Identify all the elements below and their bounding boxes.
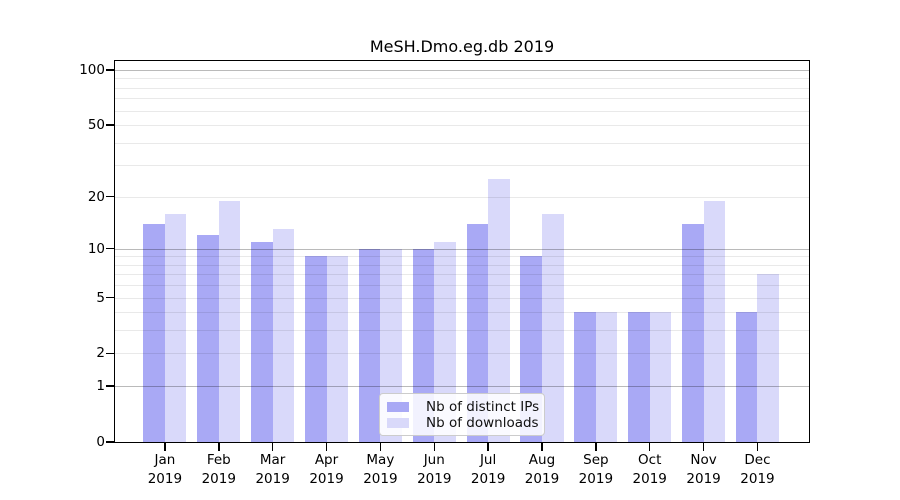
bar-ips-nov bbox=[682, 223, 704, 443]
gridline-minor bbox=[114, 78, 810, 80]
y-tick-mark bbox=[106, 296, 114, 299]
x-tick-mark bbox=[702, 443, 705, 451]
y-tick-mark bbox=[106, 352, 114, 355]
gridline-minor bbox=[114, 312, 810, 314]
x-tick-label: May 2019 bbox=[363, 452, 398, 487]
y-tick-mark bbox=[106, 69, 114, 71]
x-tick-mark bbox=[325, 443, 328, 451]
bar-downloads-oct bbox=[649, 312, 672, 443]
bar-ips-jan bbox=[143, 223, 165, 443]
x-tick-mark bbox=[756, 443, 759, 451]
bar-ips-oct bbox=[628, 312, 650, 443]
bar-ips-dec bbox=[735, 312, 758, 443]
x-tick-mark bbox=[271, 443, 274, 451]
gridline-minor bbox=[114, 196, 810, 198]
x-tick-label: Apr 2019 bbox=[309, 452, 344, 487]
gridline-major bbox=[114, 69, 810, 71]
bar-ips-apr bbox=[304, 256, 327, 443]
gridline-minor bbox=[114, 142, 810, 144]
y-tick-mark bbox=[106, 385, 114, 387]
legend-label-distinct-ips: Nb of distinct IPs bbox=[426, 399, 540, 415]
bar-ips-feb bbox=[197, 235, 219, 443]
gridline-major bbox=[114, 386, 810, 388]
gridline-minor bbox=[114, 330, 810, 332]
x-tick-label: Dec 2019 bbox=[740, 452, 775, 487]
gridline-minor bbox=[114, 87, 810, 89]
y-tick-label: 0 bbox=[96, 434, 105, 450]
x-tick-mark bbox=[433, 443, 435, 451]
gridline-minor bbox=[114, 285, 810, 287]
gridline-minor bbox=[114, 264, 810, 266]
x-tick-label: Sep 2019 bbox=[578, 452, 614, 487]
y-tick-mark bbox=[106, 247, 114, 250]
y-tick-label: 100 bbox=[79, 61, 105, 78]
x-tick-label: Oct 2019 bbox=[632, 452, 667, 487]
y-tick-mark bbox=[106, 195, 114, 198]
bar-ips-may bbox=[358, 248, 381, 443]
bar-ips-sep bbox=[574, 312, 596, 443]
x-tick-mark bbox=[218, 443, 220, 451]
legend: Nb of distinct IPs Nb of downloads bbox=[379, 393, 545, 436]
x-tick-label: Jul 2019 bbox=[470, 452, 506, 487]
bar-ips-jul bbox=[466, 223, 489, 443]
bar-downloads-mar bbox=[272, 229, 295, 443]
bar-downloads-feb bbox=[218, 200, 241, 443]
legend-item-distinct-ips: Nb of distinct IPs bbox=[380, 399, 544, 415]
x-tick-mark bbox=[164, 443, 166, 451]
y-tick-label: 1 bbox=[96, 378, 105, 395]
gridline-minor bbox=[114, 256, 810, 258]
plot-area bbox=[114, 60, 810, 443]
legend-swatch-downloads bbox=[387, 417, 409, 429]
chart-title: MeSH.Dmo.eg.db 2019 bbox=[369, 37, 555, 56]
gridline-minor bbox=[114, 110, 810, 112]
y-tick-label: 50 bbox=[87, 117, 105, 134]
x-tick-mark bbox=[379, 443, 382, 451]
bar-downloads-nov bbox=[703, 200, 726, 443]
y-tick-label: 20 bbox=[87, 188, 105, 205]
bar-ips-mar bbox=[251, 241, 273, 443]
bar-downloads-jun bbox=[434, 241, 456, 443]
x-tick-mark bbox=[595, 443, 597, 451]
y-tick-mark bbox=[106, 441, 114, 443]
x-tick-label: Feb 2019 bbox=[201, 452, 236, 487]
gridline-minor bbox=[114, 353, 810, 355]
bar-downloads-jan bbox=[164, 213, 187, 443]
x-tick-label: Mar 2019 bbox=[255, 452, 290, 487]
x-tick-mark bbox=[648, 443, 651, 451]
gridline-minor bbox=[114, 274, 810, 276]
gridline-minor bbox=[114, 165, 810, 167]
x-tick-label: Jun 2019 bbox=[417, 452, 452, 487]
legend-item-downloads: Nb of downloads bbox=[380, 415, 544, 431]
y-tick-label: 10 bbox=[87, 240, 105, 257]
legend-swatch-distinct-ips bbox=[387, 401, 409, 413]
gridline-major bbox=[114, 248, 810, 250]
gridline-minor bbox=[114, 98, 810, 100]
gridline-minor bbox=[114, 297, 810, 299]
x-tick-mark bbox=[487, 443, 489, 451]
y-tick-label: 2 bbox=[96, 345, 105, 362]
bar-downloads-apr bbox=[326, 256, 349, 443]
x-tick-label: Nov 2019 bbox=[686, 452, 721, 487]
x-tick-label: Aug 2019 bbox=[524, 452, 560, 487]
bar-downloads-jul bbox=[488, 179, 510, 443]
x-tick-label: Jan 2019 bbox=[147, 452, 183, 487]
bar-downloads-sep bbox=[595, 312, 618, 443]
x-tick-mark bbox=[541, 443, 543, 451]
gridline-minor bbox=[114, 125, 810, 127]
legend-label-downloads: Nb of downloads bbox=[426, 415, 539, 431]
y-tick-label: 5 bbox=[96, 289, 105, 306]
bar-downloads-aug bbox=[541, 213, 564, 443]
y-tick-mark bbox=[106, 124, 114, 126]
bar-downloads-dec bbox=[757, 274, 780, 443]
